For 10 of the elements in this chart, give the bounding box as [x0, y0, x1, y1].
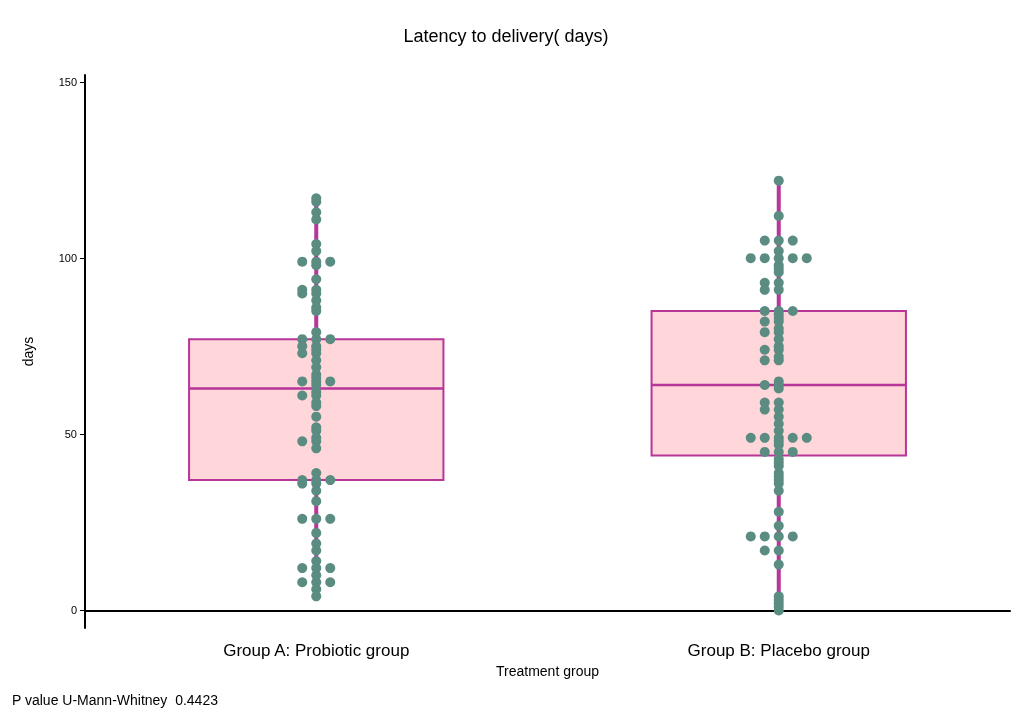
- y-tick-label: 50: [64, 428, 77, 441]
- x-tick-label: Group A: Probiotic group: [223, 641, 410, 660]
- chart-title: Latency to delivery( days): [403, 26, 609, 46]
- y-tick-label: 0: [70, 604, 77, 617]
- y-tick-label: 100: [58, 252, 77, 265]
- text: P value U-Mann-Whitney 0.4423: [12, 692, 219, 708]
- x-axis-title: Treatment group: [496, 662, 600, 679]
- y-tick-label: 150: [58, 76, 77, 89]
- x-tick-label: Group B: Placebo group: [687, 641, 870, 660]
- y-axis-title: days: [20, 336, 36, 367]
